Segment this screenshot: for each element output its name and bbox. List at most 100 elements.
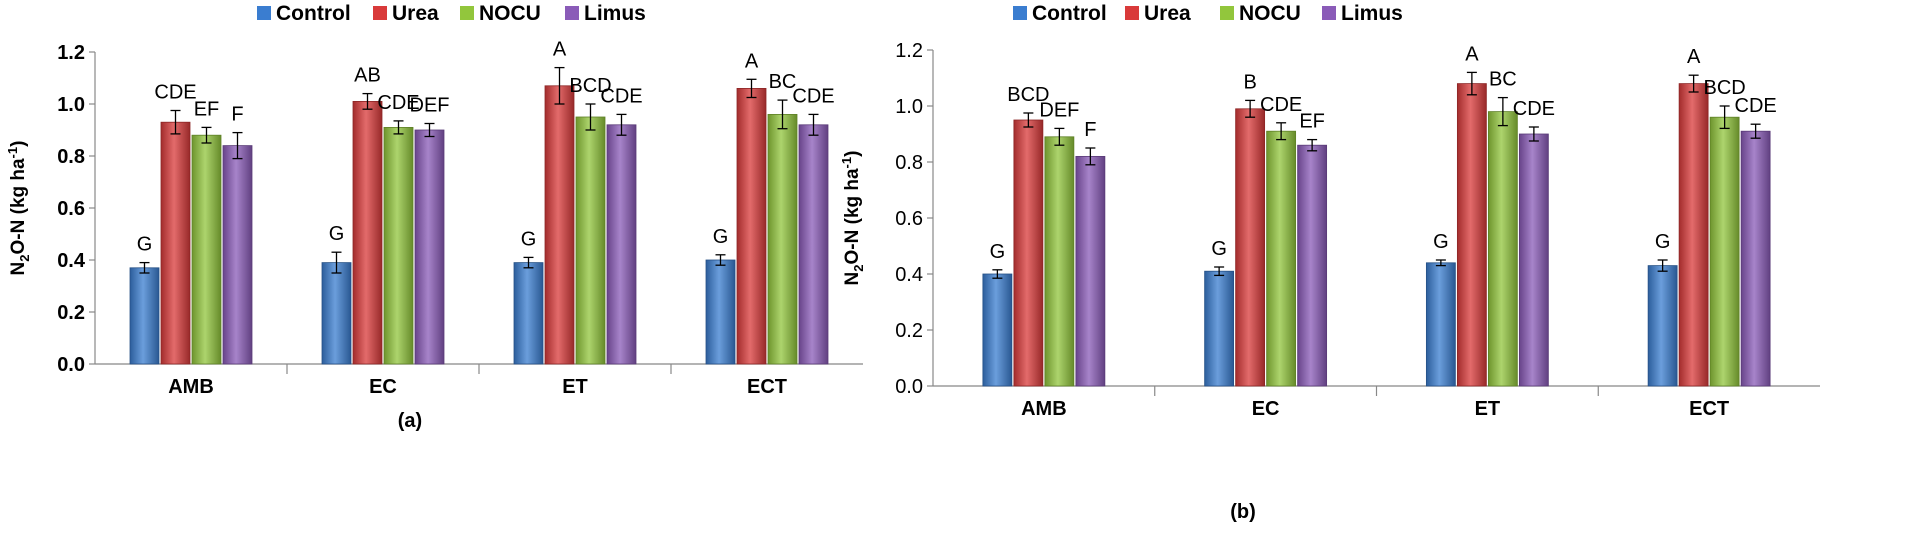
x-category-label: AMB: [168, 376, 214, 398]
significance-label: B: [1243, 71, 1256, 93]
error-bar: [715, 254, 726, 266]
error-bar: [616, 113, 627, 136]
error-bar: [1245, 99, 1256, 118]
significance-label: BCD: [1007, 84, 1049, 106]
error-bar: [139, 261, 150, 274]
error-bar: [1054, 127, 1065, 146]
chart-a-svg: Control Urea NOCU Limus 0.0 0.2 0.4 0.6 0.8 1.0 1.…: [5, 2, 863, 432]
y-axis-label: N2O-N (kg ha-1): [5, 141, 32, 276]
error-bar: [232, 131, 243, 160]
legend-label-control: Control: [276, 2, 351, 25]
significance-label: G: [137, 234, 153, 256]
significance-label: CDE: [377, 92, 419, 114]
y-tick-label: 0.4: [57, 250, 86, 272]
significance-label: BCD: [1704, 77, 1746, 99]
significance-label: G: [1433, 231, 1449, 253]
bar-nocu-amb: [191, 134, 222, 365]
x-category-label: ET: [562, 376, 588, 398]
bar-urea-amb: [160, 121, 191, 365]
significance-label: CDE: [154, 82, 196, 104]
bar-urea-et: [1456, 83, 1487, 387]
error-bar: [1276, 122, 1287, 141]
bar-limus-ec: [1297, 144, 1328, 387]
significance-label: G: [521, 228, 537, 250]
bar-nocu-et: [1487, 111, 1518, 387]
y-axis-label: N2O-N (kg ha-1): [839, 151, 866, 286]
x-category-label: ECT: [747, 376, 787, 398]
x-category-label: EC: [1252, 398, 1280, 420]
error-bar: [424, 122, 435, 138]
error-bar: [1528, 126, 1539, 142]
error-bar: [1719, 105, 1730, 130]
bar-urea-ect: [1678, 83, 1709, 387]
significance-label: AB: [354, 65, 381, 87]
x-category-label: EC: [369, 376, 397, 398]
significance-label: EF: [194, 98, 220, 120]
significance-label: DEF: [410, 95, 450, 117]
bar-control-amb: [129, 267, 160, 365]
legend-label-limus: Limus: [584, 2, 646, 25]
legend-swatch-limus: [1322, 6, 1336, 20]
significance-label: G: [1211, 238, 1227, 260]
legend-swatch-control: [257, 6, 271, 20]
y-tick-label: 0.6: [57, 198, 85, 220]
error-bar: [331, 251, 342, 274]
bar-control-ect: [1647, 265, 1678, 387]
error-bar: [362, 92, 373, 110]
error-bar: [585, 103, 596, 131]
y-tick-label: 1.2: [57, 42, 85, 64]
y-tick-label: 1.0: [57, 94, 85, 116]
significance-label: BC: [1489, 69, 1517, 91]
bar-limus-ect: [798, 124, 829, 365]
bar-urea-amb: [1013, 119, 1044, 387]
y-tick-label: 0.0: [895, 376, 923, 398]
bar-control-et: [513, 262, 544, 365]
significance-label: BC: [769, 71, 797, 93]
significance-label: BCD: [569, 75, 611, 97]
significance-label: G: [1655, 231, 1671, 253]
error-bar: [554, 66, 565, 105]
legend-label-nocu: NOCU: [479, 2, 541, 25]
significance-label: DEF: [1039, 99, 1079, 121]
significance-label: CDE: [792, 85, 834, 107]
error-bar: [1023, 112, 1034, 128]
x-category-label: AMB: [1021, 398, 1067, 420]
chart-panel-a: Control Urea NOCU Limus 0.0 0.2 0.4 0.6 0.8 1.0 1.…: [0, 0, 950, 533]
bar-nocu-amb: [1044, 136, 1075, 387]
bar-control-ec: [321, 262, 352, 365]
y-tick-label: 0.8: [895, 152, 923, 174]
error-bar: [523, 256, 534, 269]
y-tick-label: 0.4: [895, 264, 923, 286]
bar-control-et: [1425, 262, 1456, 387]
error-bar: [777, 99, 788, 130]
significance-label: G: [990, 241, 1006, 263]
legend-swatch-nocu: [1220, 6, 1234, 20]
error-bar: [1688, 74, 1699, 93]
legend: Control Urea NOCU Limus: [257, 2, 646, 25]
error-bar: [746, 78, 757, 99]
bar-control-amb: [982, 273, 1013, 387]
significance-label: CDE: [1260, 94, 1302, 116]
bar-limus-ect: [1740, 130, 1771, 387]
y-tick-label: 1.2: [895, 40, 923, 62]
bar-limus-amb: [222, 145, 253, 365]
legend-label-control: Control: [1032, 2, 1107, 25]
legend-label-urea: Urea: [1144, 2, 1191, 25]
y-tick-label: 1.0: [895, 96, 923, 118]
legend-swatch-nocu: [460, 6, 474, 20]
x-category-label: ECT: [1689, 398, 1729, 420]
bar-limus-et: [606, 124, 637, 365]
bar-urea-ec: [352, 101, 383, 365]
error-bar: [1466, 71, 1477, 96]
error-bar: [1085, 147, 1096, 166]
significance-label: CDE: [1735, 95, 1777, 117]
error-bar: [1307, 138, 1318, 152]
bar-nocu-ec: [1266, 130, 1297, 387]
legend-swatch-urea: [1125, 6, 1139, 20]
panel-label: (b): [1230, 501, 1256, 523]
significance-label: F: [231, 104, 243, 126]
significance-label: A: [745, 50, 759, 72]
significance-label: A: [1465, 43, 1479, 65]
significance-label: CDE: [600, 85, 642, 107]
